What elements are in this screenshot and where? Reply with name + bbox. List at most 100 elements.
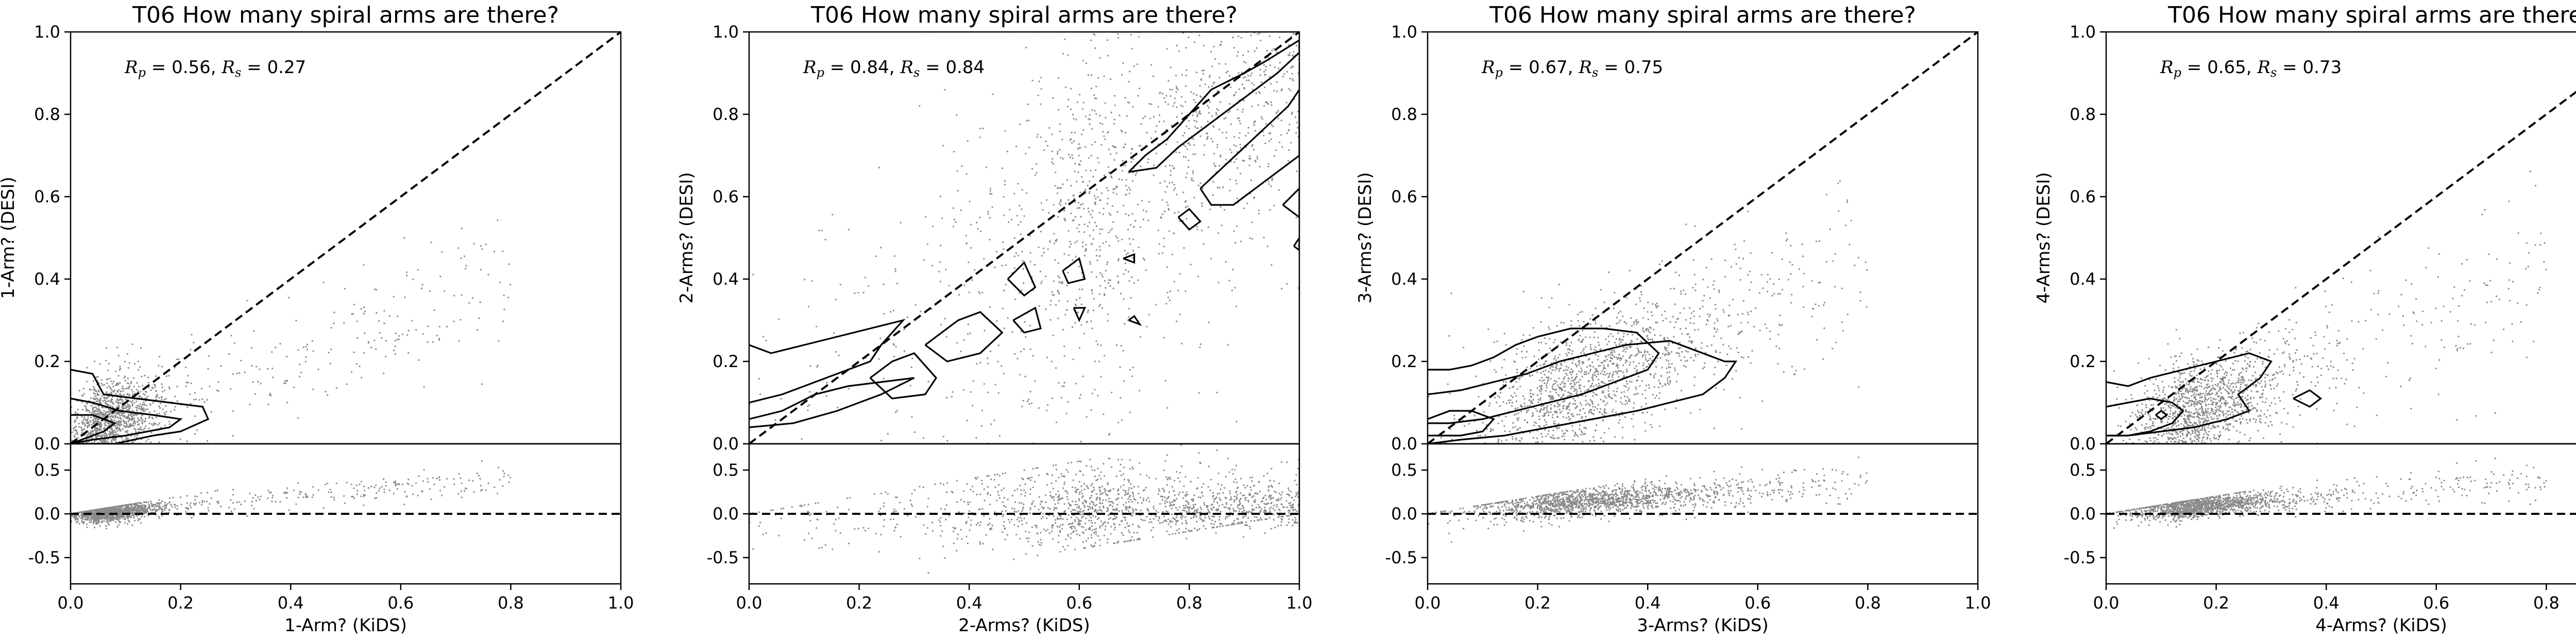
residual-point [415, 482, 417, 484]
scatter-point [1173, 189, 1175, 191]
residual-point [286, 487, 289, 489]
scatter-point [119, 382, 121, 384]
residual-point [328, 491, 330, 493]
scatter-point [106, 382, 108, 385]
scatter-point [1102, 131, 1104, 133]
scatter-point [1213, 45, 1215, 47]
scatter-point [969, 332, 971, 335]
scatter-point [143, 401, 145, 404]
scatter-point [1106, 202, 1109, 205]
scatter-point [1029, 348, 1031, 351]
scatter-point [1099, 115, 1101, 117]
residual-point [119, 505, 122, 507]
scatter-point [1111, 228, 1113, 230]
scatter-point [893, 255, 895, 257]
residual-point [130, 507, 132, 509]
scatter-point [940, 245, 942, 247]
scatter-point [105, 396, 107, 399]
scatter-point [1209, 209, 1211, 211]
residual-point [333, 496, 335, 499]
residual-point [185, 507, 188, 510]
scatter-point [1227, 71, 1229, 73]
scatter-point [1163, 120, 1165, 123]
scatter-point [1085, 169, 1087, 171]
scatter-point [1067, 54, 1069, 56]
scatter-point [109, 435, 111, 437]
scatter-point [1117, 259, 1119, 262]
scatter-point [1003, 289, 1005, 292]
residual-point [327, 482, 329, 484]
residual-point [88, 519, 90, 521]
scatter-point [1200, 78, 1202, 80]
scatter-point [1268, 183, 1270, 185]
scatter-point [1251, 89, 1253, 91]
scatter-point [1061, 281, 1063, 283]
residual-point [383, 489, 385, 491]
scatter-point [110, 433, 112, 435]
scatter-point [808, 404, 810, 406]
scatter-point [155, 423, 157, 425]
residual-point [194, 499, 196, 501]
residual-point [1013, 510, 1015, 513]
scatter-point [1267, 166, 1269, 168]
residual-point [77, 519, 79, 521]
scatter-point [1060, 157, 1062, 159]
residual-point [214, 490, 216, 492]
scatter-point [187, 375, 189, 377]
scatter-point [997, 392, 999, 394]
scatter-point [911, 416, 913, 418]
residual-point [1038, 544, 1040, 546]
scatter-point [1247, 50, 1249, 53]
scatter-point [1072, 195, 1074, 197]
scatter-point [116, 384, 118, 386]
scatter-point [1066, 106, 1069, 108]
residual-point [119, 515, 121, 517]
scatter-point [1214, 165, 1216, 167]
residual-point [272, 495, 274, 497]
scatter-point [1152, 75, 1155, 77]
scatter-point [1124, 164, 1126, 166]
residual-point [145, 510, 147, 512]
scatter-point [1083, 207, 1085, 210]
scatter-point [1167, 207, 1170, 210]
scatter-point [1116, 185, 1118, 187]
scatter-point [1192, 153, 1194, 155]
scatter-point [1263, 71, 1265, 73]
scatter-point [86, 441, 88, 443]
scatter-point [1122, 350, 1124, 352]
scatter-point [125, 421, 127, 423]
scatter-point [1090, 39, 1092, 41]
scatter-point [481, 248, 483, 250]
scatter-point [1199, 135, 1201, 137]
scatter-point [1219, 101, 1222, 103]
contour-line [71, 414, 116, 444]
scatter-point [1021, 208, 1023, 211]
residual-point [1209, 489, 1211, 491]
scatter-point [1132, 158, 1134, 160]
scatter-point [95, 390, 97, 392]
residual-point [193, 515, 195, 517]
scatter-point [1263, 236, 1265, 238]
scatter-point [1179, 220, 1181, 222]
scatter-point [1194, 41, 1196, 43]
scatter-point [130, 402, 133, 404]
scatter-point [1161, 213, 1164, 215]
scatter-point [165, 411, 167, 413]
residual-point [1251, 508, 1253, 510]
residual-point [97, 510, 99, 512]
residual-point [103, 517, 105, 519]
scatter-point [1229, 103, 1231, 105]
scatter-point [1286, 71, 1288, 73]
residual-point [216, 490, 218, 492]
scatter-point [1158, 120, 1160, 123]
residual-point [478, 475, 480, 477]
scatter-point [168, 375, 170, 377]
scatter-point [1270, 82, 1272, 85]
residual-point [480, 490, 482, 492]
residual-point [379, 487, 381, 489]
scatter-point [993, 419, 995, 421]
scatter-point [1027, 400, 1029, 402]
scatter-point [1281, 22, 1282, 23]
scatter-point [1190, 91, 1192, 93]
scatter-point [1251, 144, 1253, 146]
